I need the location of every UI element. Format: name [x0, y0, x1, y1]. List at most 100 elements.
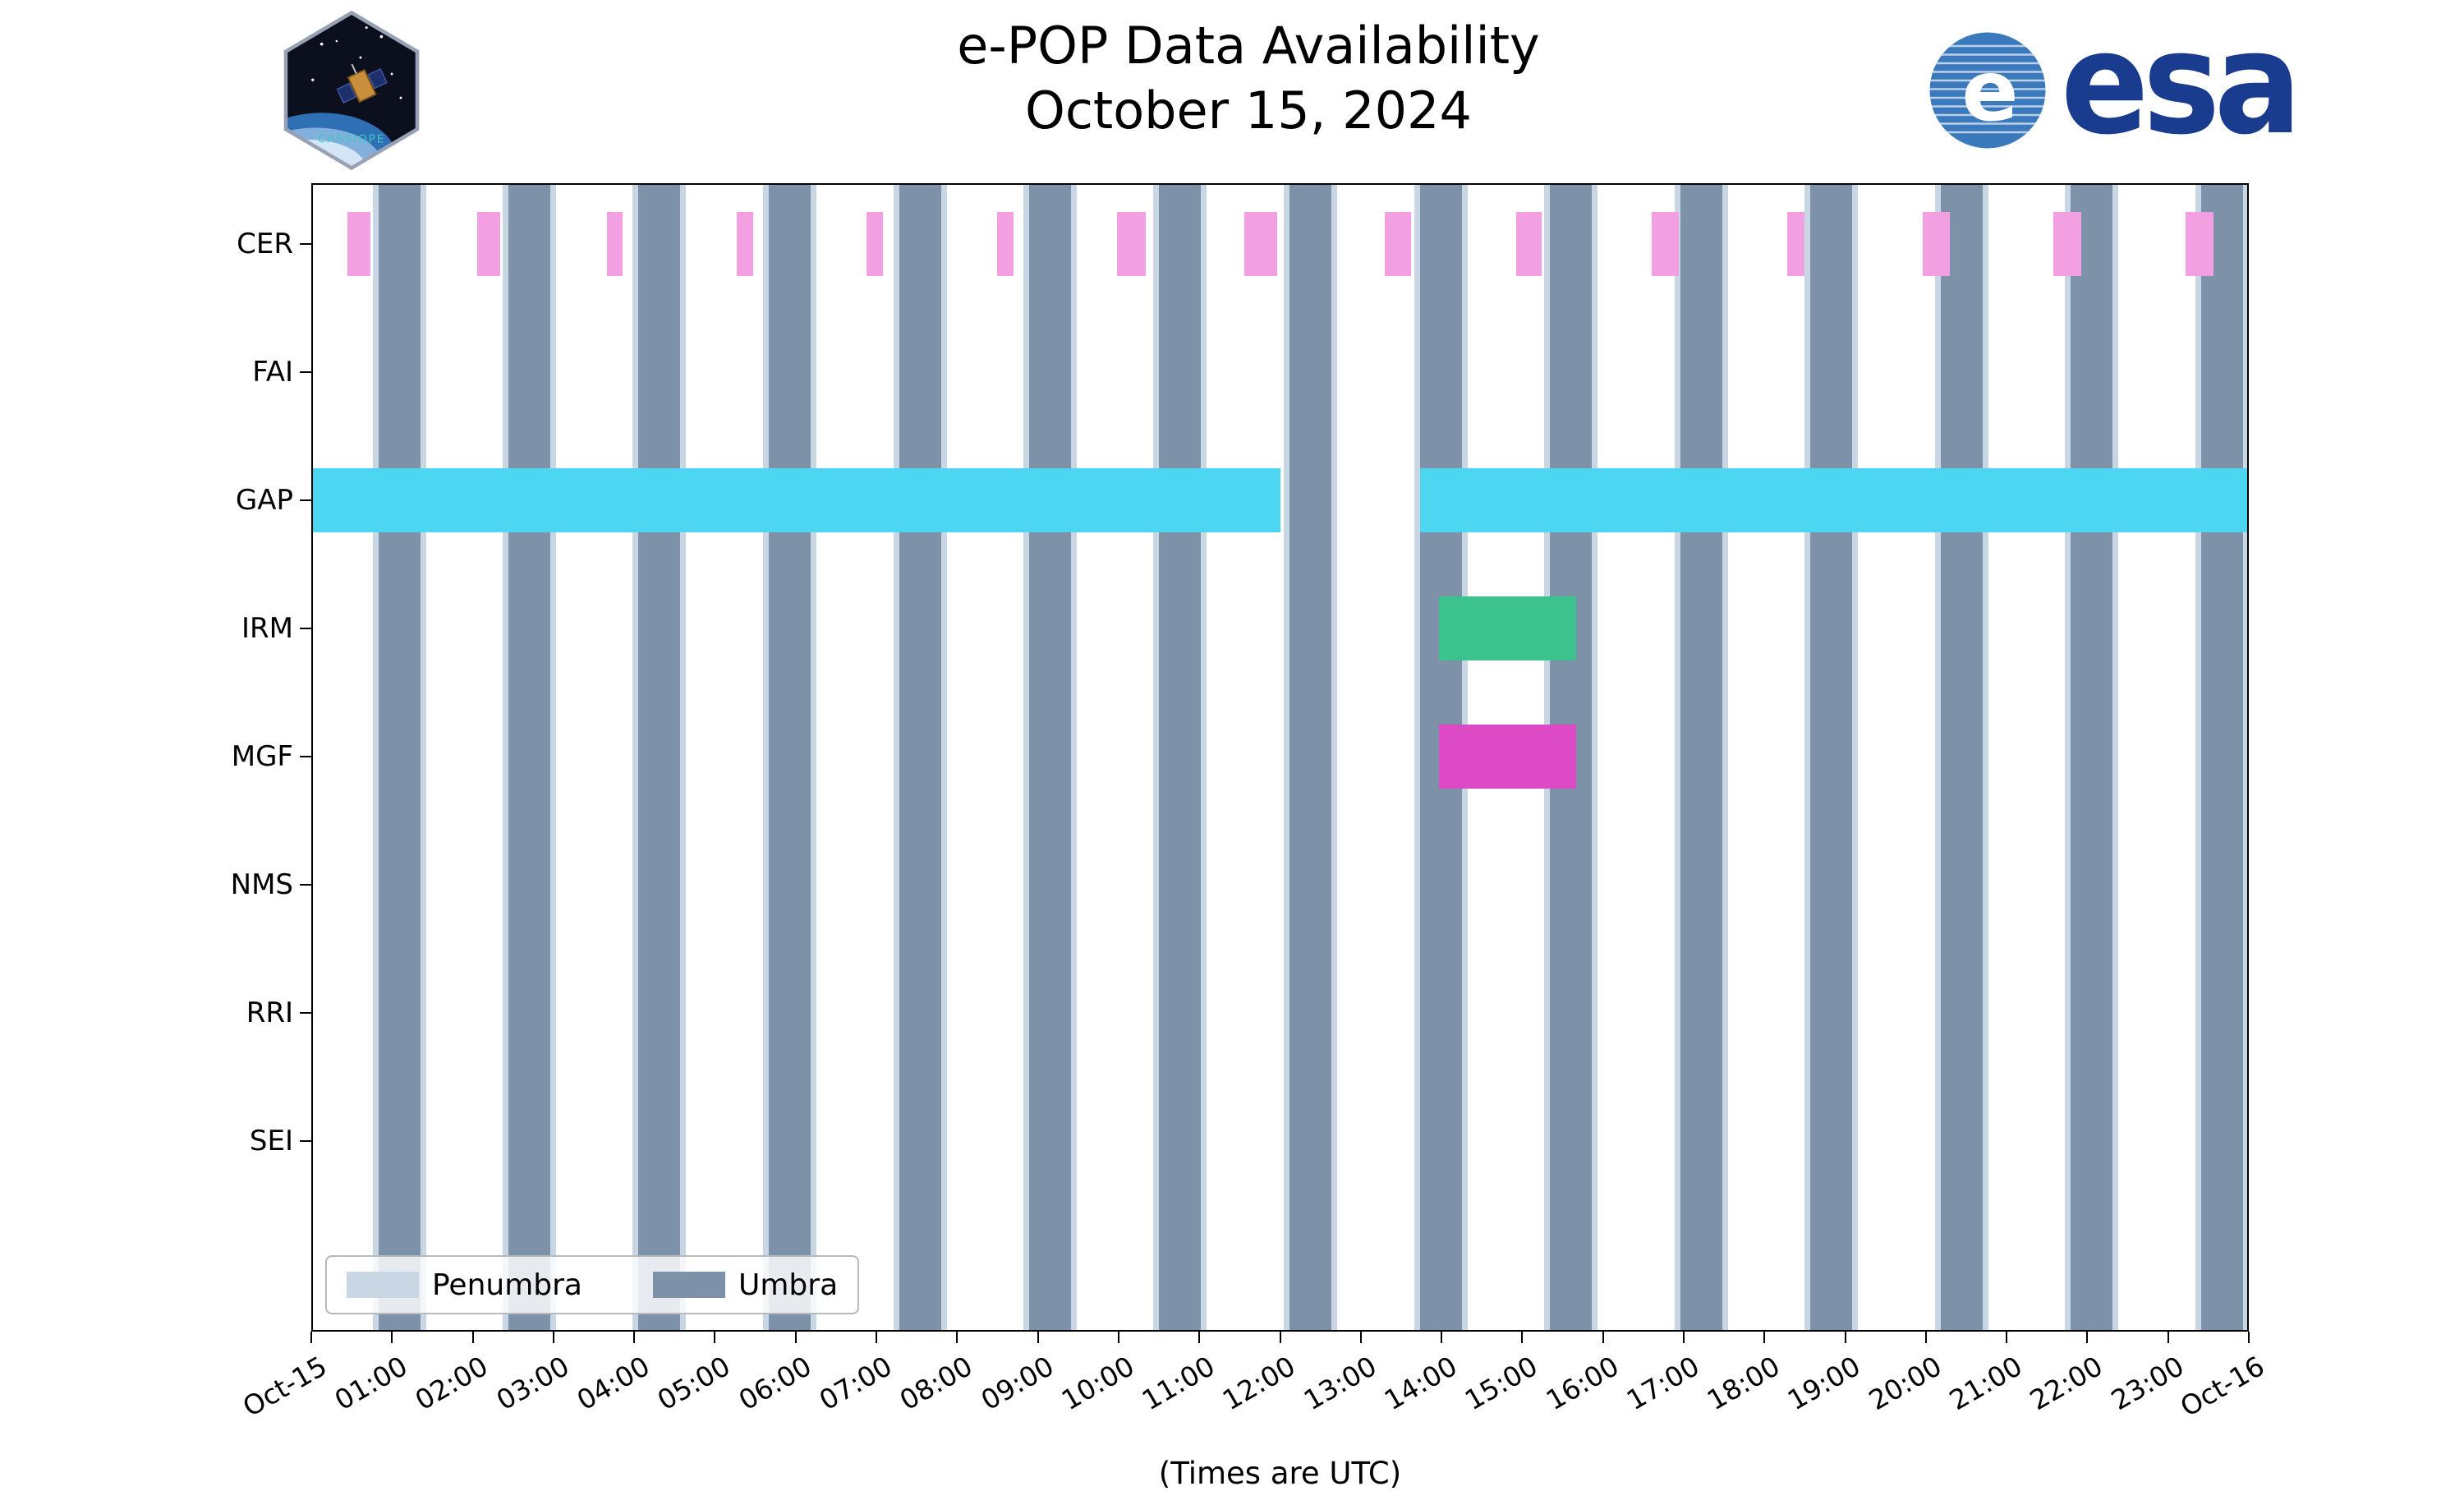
availability-bar-cer	[1116, 212, 1147, 276]
x-tick-mark	[1359, 1332, 1362, 1343]
x-tick-label: 19:00	[1782, 1350, 1867, 1417]
x-tick-mark	[1844, 1332, 1846, 1343]
y-tick-mark	[300, 1140, 311, 1142]
y-tick-mark	[300, 499, 311, 501]
legend-entry-umbra: Umbra	[653, 1268, 838, 1302]
x-tick-label: 08:00	[894, 1350, 978, 1417]
availability-bar-cer	[1385, 212, 1411, 276]
availability-bar-cer	[2186, 212, 2213, 276]
x-tick-mark	[310, 1332, 312, 1343]
y-tick-mark	[300, 243, 311, 245]
x-tick-mark	[714, 1332, 716, 1343]
x-tick-mark	[633, 1332, 636, 1343]
x-tick-label: 07:00	[813, 1350, 898, 1417]
x-tick-mark	[391, 1332, 393, 1343]
x-tick-mark	[1037, 1332, 1039, 1343]
x-tick-label: 16:00	[1540, 1350, 1625, 1417]
x-tick-label: 21:00	[1943, 1350, 2028, 1417]
patch-border	[283, 10, 420, 171]
chart-subtitle: October 15, 2024	[1025, 81, 1472, 141]
y-tick-label-irm: IRM	[241, 612, 293, 645]
esa-wordmark: esa	[2060, 1, 2302, 166]
x-tick-label: 13:00	[1298, 1350, 1382, 1417]
legend-label-penumbra: Penumbra	[432, 1268, 582, 1302]
x-tick-mark	[2167, 1332, 2169, 1343]
x-tick-mark	[956, 1332, 958, 1343]
availability-bar-irm	[1439, 596, 1577, 660]
x-tick-label: 20:00	[1863, 1350, 1947, 1417]
umbra-stripe	[378, 183, 421, 1332]
x-tick-label: 09:00	[975, 1350, 1060, 1417]
availability-bar-cer	[867, 212, 883, 276]
x-tick-mark	[1441, 1332, 1443, 1343]
umbra-stripe	[769, 183, 811, 1332]
x-tick-mark	[2086, 1332, 2089, 1343]
availability-bar-cer	[1244, 212, 1277, 276]
legend-swatch-penumbra	[347, 1272, 419, 1298]
cassiope-mission-patch: CASSIOPE	[283, 10, 420, 171]
availability-bar-gap	[311, 468, 1280, 532]
x-tick-mark	[1602, 1332, 1604, 1343]
legend: Penumbra Umbra	[325, 1255, 860, 1314]
umbra-stripe	[1289, 183, 1332, 1332]
y-tick-mark	[300, 756, 311, 757]
x-tick-mark	[1521, 1332, 1524, 1343]
x-tick-label: 18:00	[1701, 1350, 1786, 1417]
umbra-stripe	[1810, 183, 1853, 1332]
x-tick-label: 11:00	[1136, 1350, 1221, 1417]
x-tick-mark	[2006, 1332, 2008, 1343]
availability-bar-cer	[997, 212, 1014, 276]
x-tick-mark	[794, 1332, 797, 1343]
y-tick-mark	[300, 628, 311, 629]
y-tick-mark	[300, 884, 311, 886]
availability-bar-cer	[736, 212, 753, 276]
esa-globe-icon: e	[1929, 32, 2046, 149]
x-tick-label: 05:00	[652, 1350, 736, 1417]
x-tick-label: 10:00	[1055, 1350, 1140, 1417]
availability-bar-mgf	[1439, 725, 1577, 789]
availability-bar-cer	[1515, 212, 1542, 276]
x-tick-mark	[1198, 1332, 1201, 1343]
y-tick-mark	[300, 1012, 311, 1014]
umbra-stripe	[2201, 183, 2244, 1332]
x-tick-label: Oct-16	[2174, 1350, 2270, 1424]
patch-mission-name: CASSIOPE	[318, 133, 385, 146]
availability-bar-gap	[1419, 468, 2249, 532]
x-tick-mark	[1682, 1332, 1685, 1343]
availability-bar-cer	[1786, 212, 1805, 276]
y-tick-label-mgf: MGF	[231, 740, 293, 773]
chart-title: e-POP Data Availability	[957, 16, 1540, 76]
y-tick-label-gap: GAP	[235, 484, 293, 517]
x-tick-mark	[876, 1332, 878, 1343]
availability-bar-cer	[606, 212, 623, 276]
legend-entry-penumbra: Penumbra	[347, 1268, 582, 1302]
y-tick-label-fai: FAI	[252, 356, 293, 389]
x-tick-mark	[1763, 1332, 1766, 1343]
x-tick-label: 02:00	[410, 1350, 494, 1417]
y-tick-label-sei: SEI	[249, 1125, 293, 1157]
x-tick-label: 17:00	[1620, 1350, 1705, 1417]
svg-text:e: e	[1961, 43, 2018, 140]
x-tick-label: 01:00	[329, 1350, 413, 1417]
timeline-plot	[311, 183, 2249, 1332]
umbra-stripe	[899, 183, 941, 1332]
patch-satellite	[336, 63, 388, 104]
x-tick-mark	[552, 1332, 554, 1343]
x-tick-label: 14:00	[1378, 1350, 1463, 1417]
x-tick-mark	[1924, 1332, 1927, 1343]
availability-bar-cer	[477, 212, 500, 276]
x-tick-label: 06:00	[733, 1350, 817, 1417]
y-tick-label-cer: CER	[237, 228, 293, 260]
legend-swatch-umbra	[653, 1272, 725, 1298]
x-tick-mark	[471, 1332, 474, 1343]
legend-label-umbra: Umbra	[738, 1268, 839, 1302]
x-tick-mark	[2248, 1332, 2250, 1343]
umbra-stripe	[1028, 183, 1071, 1332]
umbra-stripe	[1680, 183, 1723, 1332]
title-block: e-POP Data Availability October 15, 2024	[279, 13, 2218, 144]
x-tick-label: 03:00	[490, 1350, 575, 1417]
availability-bar-cer	[1922, 212, 1951, 276]
x-tick-mark	[1117, 1332, 1119, 1343]
x-tick-label: 12:00	[1217, 1350, 1301, 1417]
umbra-stripe	[2070, 183, 2112, 1332]
